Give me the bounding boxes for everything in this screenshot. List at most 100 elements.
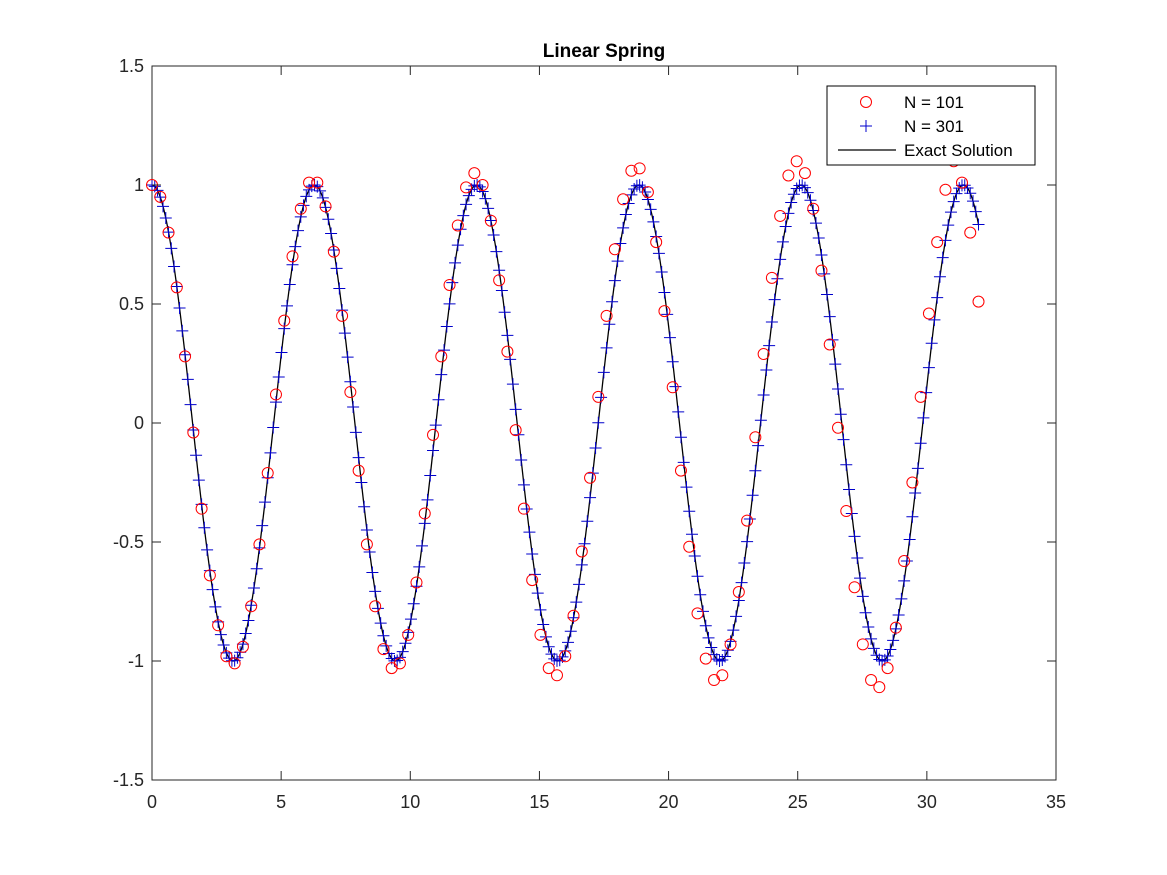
plus-marker	[972, 218, 985, 231]
plus-marker	[892, 608, 905, 621]
plus-marker	[526, 547, 539, 560]
plus-marker	[705, 641, 718, 654]
x-tick-label: 20	[659, 792, 679, 812]
plus-marker	[606, 295, 619, 308]
x-tick-label: 0	[147, 792, 157, 812]
plus-marker	[352, 451, 365, 464]
circle-marker	[253, 538, 266, 551]
plus-marker	[377, 629, 390, 642]
circle-marker	[666, 381, 679, 394]
plus-marker	[170, 280, 183, 293]
circle-marker	[460, 181, 473, 194]
circle-marker	[550, 669, 563, 682]
circle-marker	[517, 502, 530, 515]
circle-marker	[220, 650, 233, 663]
circle-marker	[435, 350, 448, 363]
plus-marker	[644, 203, 657, 216]
plus-marker	[812, 232, 825, 245]
y-tick-label: 1	[134, 175, 144, 195]
plus-marker	[787, 188, 800, 201]
plus-marker	[181, 373, 194, 386]
plus-marker	[325, 227, 338, 240]
plus-marker	[785, 196, 798, 209]
y-tick-label: 1.5	[119, 56, 144, 76]
circle-marker	[757, 347, 770, 360]
plus-marker	[732, 594, 745, 607]
plus-marker	[371, 602, 384, 615]
plus-marker	[300, 190, 313, 203]
plus-marker	[801, 186, 814, 199]
circle-marker	[245, 600, 258, 613]
plus-marker	[749, 464, 762, 477]
circle-marker	[228, 657, 241, 670]
plus-marker	[562, 636, 575, 649]
plus-marker	[933, 270, 946, 283]
plus-marker	[349, 426, 362, 439]
circle-marker	[187, 426, 200, 439]
circle-marker	[170, 281, 183, 294]
plus-marker	[391, 654, 404, 667]
plus-marker	[187, 423, 200, 436]
plus-marker	[159, 212, 172, 225]
plus-marker	[655, 266, 668, 279]
plus-marker	[245, 599, 258, 612]
plus-marker	[611, 255, 624, 268]
circle-marker	[179, 350, 192, 363]
plus-marker	[534, 603, 547, 616]
plus-marker	[330, 262, 343, 275]
plus-marker	[939, 234, 952, 247]
plus-marker	[589, 442, 602, 455]
plus-marker	[685, 528, 698, 541]
circle-marker	[939, 183, 952, 196]
plus-marker	[256, 519, 269, 532]
plus-marker	[487, 229, 500, 242]
circle-marker	[807, 202, 820, 215]
plus-marker	[573, 578, 586, 591]
plus-marker	[922, 361, 935, 374]
plus-marker	[958, 179, 971, 192]
plus-marker	[633, 179, 646, 192]
plus-marker	[429, 419, 442, 432]
plus-marker	[228, 654, 241, 667]
plus-marker	[666, 355, 679, 368]
circle-marker	[906, 476, 919, 489]
plus-marker	[798, 181, 811, 194]
circle-marker	[203, 569, 216, 582]
circle-marker	[608, 243, 621, 256]
plus-marker	[201, 543, 214, 556]
plus-marker	[396, 645, 409, 658]
plus-marker	[289, 240, 302, 253]
circle-marker	[922, 307, 935, 320]
circle-marker	[724, 638, 737, 651]
plus-marker	[881, 649, 894, 662]
plus-marker	[165, 242, 178, 255]
circle-marker	[840, 505, 853, 518]
circle-marker	[873, 681, 886, 694]
plus-marker	[427, 444, 440, 457]
plus-marker	[903, 533, 916, 546]
plus-marker	[236, 638, 249, 651]
plus-marker	[672, 405, 685, 418]
circle-marker	[683, 540, 696, 553]
plus-marker	[625, 188, 638, 201]
plus-marker	[942, 219, 955, 232]
x-tick-label: 30	[917, 792, 937, 812]
plus-marker	[859, 606, 872, 619]
plus-marker	[895, 592, 908, 605]
circle-marker	[443, 278, 456, 291]
plus-marker	[820, 288, 833, 301]
plus-marker	[738, 556, 751, 569]
circle-marker	[848, 581, 861, 594]
x-tick-label: 5	[276, 792, 286, 812]
plus-marker	[911, 462, 924, 475]
plus-marker	[374, 617, 387, 630]
circle-marker	[650, 236, 663, 249]
plus-marker	[272, 371, 285, 384]
plus-marker	[217, 639, 230, 652]
plus-marker	[914, 437, 927, 450]
plus-marker	[906, 510, 919, 523]
plus-marker	[292, 224, 305, 237]
plus-marker	[484, 214, 497, 227]
plus-marker	[763, 339, 776, 352]
plus-marker	[468, 179, 481, 192]
